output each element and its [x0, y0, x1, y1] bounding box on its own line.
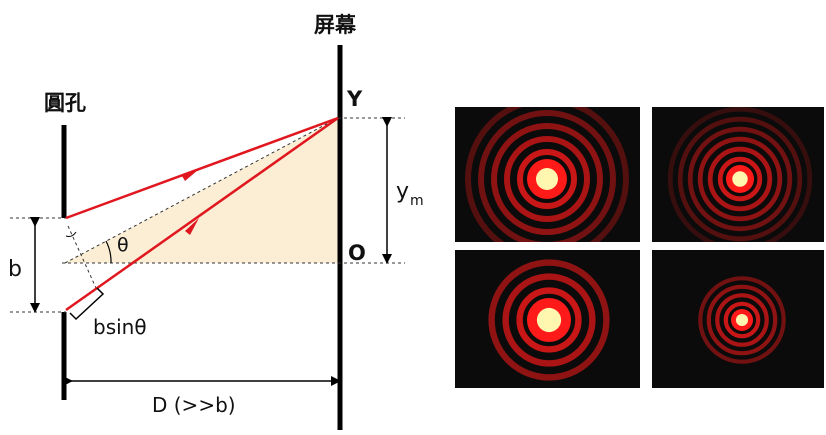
diffraction-ring — [687, 126, 793, 232]
diffraction-ring — [465, 107, 629, 242]
ray-lower-arrowhead — [185, 218, 199, 235]
airy-pattern-image — [465, 107, 629, 242]
diffraction-ring — [502, 273, 596, 367]
diffraction-ring — [707, 146, 773, 212]
diffraction-ring — [504, 136, 590, 222]
diffraction-ring — [677, 116, 803, 242]
diffraction-ring — [667, 107, 813, 242]
screen-label: 屏幕 — [314, 13, 357, 37]
ym-label: y — [396, 179, 409, 204]
central-core — [536, 168, 558, 190]
diffraction-ring — [706, 284, 778, 356]
diffraction-ring — [715, 293, 769, 347]
airy-pattern-image — [698, 276, 786, 364]
diffraction-ring — [517, 149, 577, 209]
ray-upper-arrowhead — [182, 170, 198, 181]
aperture-label: 圓孔 — [44, 91, 86, 115]
ray-upper — [65, 116, 339, 220]
airy-pattern-top-left — [455, 107, 640, 242]
corner-arc — [65, 231, 77, 237]
airy-pattern-image — [667, 107, 813, 242]
central-core — [735, 313, 749, 327]
ray-lower — [65, 116, 339, 312]
diffraction-ring — [698, 276, 786, 364]
bsin-bracket — [69, 287, 105, 321]
b-label: b — [8, 257, 22, 282]
airy-pattern-top-right — [652, 107, 824, 242]
diffraction-ring — [717, 156, 763, 202]
central-core — [536, 307, 562, 333]
central-core — [732, 171, 748, 187]
theta-label: θ — [117, 234, 129, 256]
ym-subscript: m — [410, 193, 424, 209]
diffraction-ring — [488, 259, 610, 381]
path-difference-triangle — [65, 118, 338, 263]
diffraction-ring — [478, 110, 616, 242]
airy-pattern-bottom-left — [455, 250, 640, 388]
bsin-label: bsinθ — [93, 315, 147, 339]
distance-label: D (>>b) — [152, 393, 236, 417]
point-y-label: Y — [346, 87, 363, 111]
diffraction-ring — [516, 287, 582, 353]
perpendicular-dashed — [67, 225, 97, 289]
theta-arc — [105, 240, 112, 264]
diffraction-ring — [723, 301, 761, 339]
point-o-label: O — [348, 241, 366, 265]
airy-pattern-bottom-right — [652, 250, 824, 388]
diffraction-ring — [697, 136, 783, 222]
airy-pattern-image — [488, 259, 610, 381]
diffraction-ring — [491, 123, 603, 235]
